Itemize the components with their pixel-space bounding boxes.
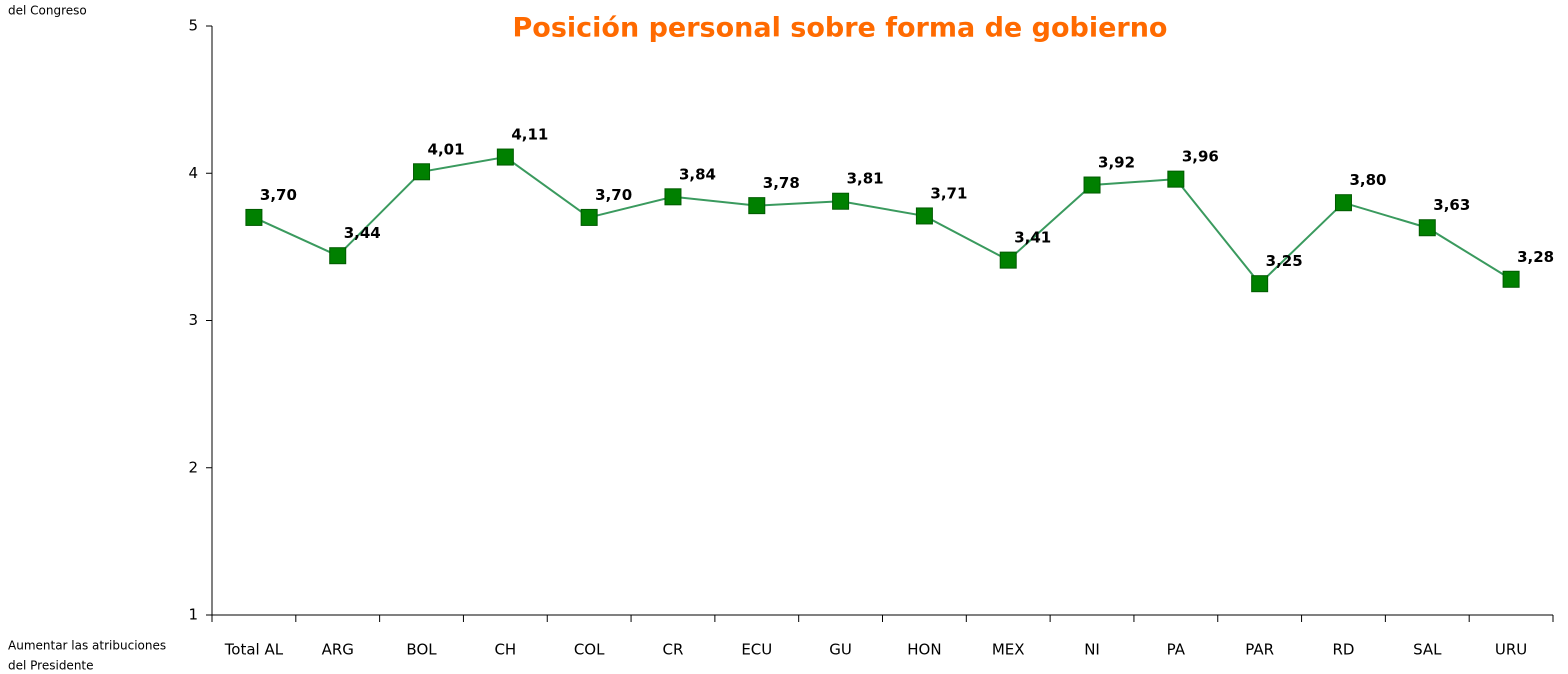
x-tick-label: HON bbox=[907, 641, 941, 659]
x-tick-label: SAL bbox=[1413, 641, 1442, 659]
chart-title: Posición personal sobre forma de gobiern… bbox=[512, 13, 1167, 44]
x-tick-label: NI bbox=[1084, 641, 1100, 659]
x-tick-label: URU bbox=[1495, 641, 1527, 659]
marker bbox=[1418, 219, 1436, 237]
x-tick-label: GU bbox=[829, 641, 852, 659]
axis-note: del Congreso bbox=[8, 4, 87, 18]
y-tick-label: 2 bbox=[188, 458, 198, 476]
x-tick-label: COL bbox=[574, 641, 605, 659]
x-tick-label: CH bbox=[494, 641, 516, 659]
x-tick-label: BOL bbox=[406, 641, 437, 659]
value-label: 3,28 bbox=[1517, 248, 1554, 266]
value-label: 3,92 bbox=[1098, 154, 1135, 172]
marker bbox=[1167, 170, 1185, 188]
value-label: 3,44 bbox=[344, 224, 381, 242]
x-tick-label: PA bbox=[1167, 641, 1186, 659]
value-label: 3,25 bbox=[1266, 252, 1303, 270]
x-tick-label: MEX bbox=[992, 641, 1025, 659]
value-label: 3,71 bbox=[930, 184, 967, 202]
y-tick-label: 1 bbox=[188, 606, 198, 624]
value-label: 3,70 bbox=[260, 186, 297, 204]
value-label: 3,63 bbox=[1433, 196, 1470, 214]
marker bbox=[915, 207, 933, 225]
marker bbox=[664, 188, 682, 206]
value-label: 3,84 bbox=[679, 165, 716, 183]
marker bbox=[413, 163, 431, 181]
marker bbox=[329, 247, 347, 265]
marker bbox=[496, 148, 514, 166]
x-tick-label: CR bbox=[663, 641, 684, 659]
y-tick-label: 3 bbox=[188, 311, 198, 329]
value-label: 3,41 bbox=[1014, 229, 1051, 247]
marker bbox=[1251, 275, 1269, 293]
value-label: 3,81 bbox=[847, 170, 884, 188]
marker bbox=[832, 192, 850, 210]
x-tick-label: Total AL bbox=[224, 641, 284, 659]
x-tick-label: RD bbox=[1332, 641, 1354, 659]
y-tick-label: 4 bbox=[188, 164, 198, 182]
marker bbox=[1334, 194, 1352, 212]
marker bbox=[999, 251, 1017, 269]
value-label: 4,11 bbox=[511, 126, 548, 144]
value-label: 3,70 bbox=[595, 186, 632, 204]
value-label: 3,80 bbox=[1349, 171, 1386, 189]
y-tick-label: 5 bbox=[188, 17, 198, 35]
x-tick-label: ARG bbox=[322, 641, 354, 659]
marker bbox=[1083, 176, 1101, 194]
axis-note: Aumentar las atribuciones bbox=[8, 639, 166, 653]
marker bbox=[580, 208, 598, 226]
value-label: 3,78 bbox=[763, 174, 800, 192]
marker bbox=[748, 197, 766, 215]
x-tick-label: ECU bbox=[741, 641, 772, 659]
marker bbox=[1502, 270, 1520, 288]
marker bbox=[245, 208, 263, 226]
axis-note: del Presidente bbox=[8, 659, 94, 673]
value-label: 3,96 bbox=[1182, 148, 1219, 166]
value-label: 4,01 bbox=[428, 140, 465, 158]
series-line bbox=[253, 155, 1512, 286]
x-tick-label: PAR bbox=[1245, 641, 1274, 659]
